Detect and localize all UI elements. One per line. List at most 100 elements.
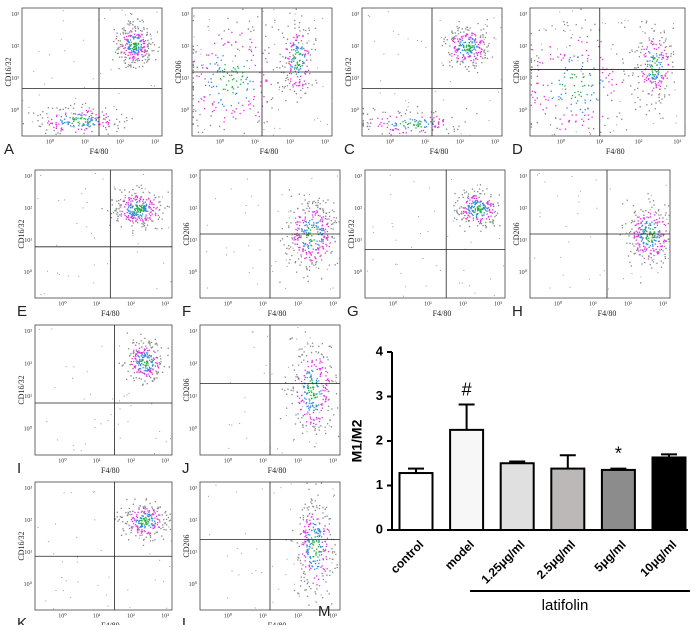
event-dot [311, 224, 313, 226]
event-dot [141, 523, 143, 526]
event-dot [151, 373, 154, 375]
event-dot [639, 246, 641, 248]
event-dot [313, 523, 316, 526]
event-dot [462, 43, 464, 46]
event-dot [465, 191, 468, 193]
event-dot [297, 252, 299, 254]
event-dot [148, 213, 150, 215]
event-dot [313, 211, 315, 213]
event-dot [147, 532, 149, 534]
event-dot [308, 387, 310, 389]
event-dot [116, 130, 118, 133]
event-dot [646, 104, 648, 106]
event-dot [325, 432, 327, 435]
event-dot [106, 120, 109, 123]
event-dot [200, 53, 202, 55]
event-dot [652, 261, 654, 263]
event-dot [661, 66, 663, 68]
event-dot [308, 82, 310, 85]
event-dot [643, 242, 645, 244]
event-dot [305, 541, 307, 543]
event-dot [651, 76, 653, 79]
event-dot [306, 595, 309, 598]
event-dot [487, 207, 490, 209]
event-dot [223, 121, 225, 123]
event-dot [234, 111, 236, 113]
event-dot [145, 364, 147, 367]
event-dot [125, 215, 128, 218]
event-dot [137, 57, 139, 60]
event-dot [60, 130, 62, 132]
event-dot [229, 135, 231, 137]
event-dot [333, 210, 335, 213]
event-dot [661, 245, 664, 247]
event-dot [327, 225, 329, 228]
event-dot [154, 453, 156, 455]
event-dot [619, 234, 621, 236]
event-dot [456, 200, 459, 202]
y-tick-label: 10⁰ [519, 107, 528, 114]
event-dot [302, 530, 304, 533]
event-dot [161, 95, 163, 97]
event-dot [224, 64, 226, 66]
event-dot [468, 42, 471, 44]
event-dot [324, 525, 326, 527]
event-dot [121, 51, 123, 53]
event-dot [660, 118, 662, 120]
event-dot [637, 220, 639, 222]
event-dot [316, 385, 319, 387]
event-dot [298, 402, 301, 404]
event-dot [326, 239, 329, 241]
event-dot [127, 20, 130, 22]
event-dot [130, 532, 132, 534]
event-dot [479, 51, 482, 53]
event-dot [481, 62, 483, 64]
event-dot [192, 72, 194, 74]
event-dot [331, 235, 333, 238]
event-dot [325, 237, 327, 239]
event-dot [85, 443, 87, 445]
event-dot [317, 214, 320, 216]
event-dot [588, 278, 590, 280]
event-dot [467, 207, 470, 209]
event-dot [131, 225, 133, 227]
event-dot [132, 53, 134, 55]
event-dot [407, 126, 409, 129]
event-dot [68, 121, 71, 123]
event-dot [139, 214, 141, 216]
event-dot [439, 19, 441, 21]
event-dot [147, 56, 149, 58]
event-dot [641, 20, 643, 23]
significance-mark: * [615, 443, 622, 463]
event-dot [297, 559, 299, 561]
event-dot [113, 105, 115, 107]
event-dot [303, 386, 305, 388]
event-dot [651, 70, 653, 72]
event-dot [125, 39, 127, 41]
event-dot [335, 553, 337, 556]
event-dot [307, 203, 309, 205]
event-dot [138, 48, 140, 50]
event-dot [487, 215, 490, 218]
event-dot [420, 130, 423, 132]
event-dot [135, 43, 137, 45]
event-dot [308, 488, 310, 491]
event-dot [141, 355, 143, 357]
event-dot [288, 245, 290, 247]
event-dot [157, 521, 159, 524]
event-dot [86, 127, 88, 130]
event-dot [40, 174, 42, 176]
event-dot [151, 518, 154, 520]
event-dot [376, 135, 378, 137]
event-dot [492, 219, 495, 222]
event-dot [613, 130, 615, 132]
event-dot [132, 367, 134, 370]
x-tick-label: 10³ [151, 139, 159, 145]
event-dot [234, 93, 237, 95]
event-dot [298, 349, 300, 351]
event-dot [448, 61, 451, 63]
event-dot [63, 118, 66, 120]
event-dot [166, 205, 169, 207]
bar [550, 467, 586, 531]
event-dot [51, 328, 53, 330]
